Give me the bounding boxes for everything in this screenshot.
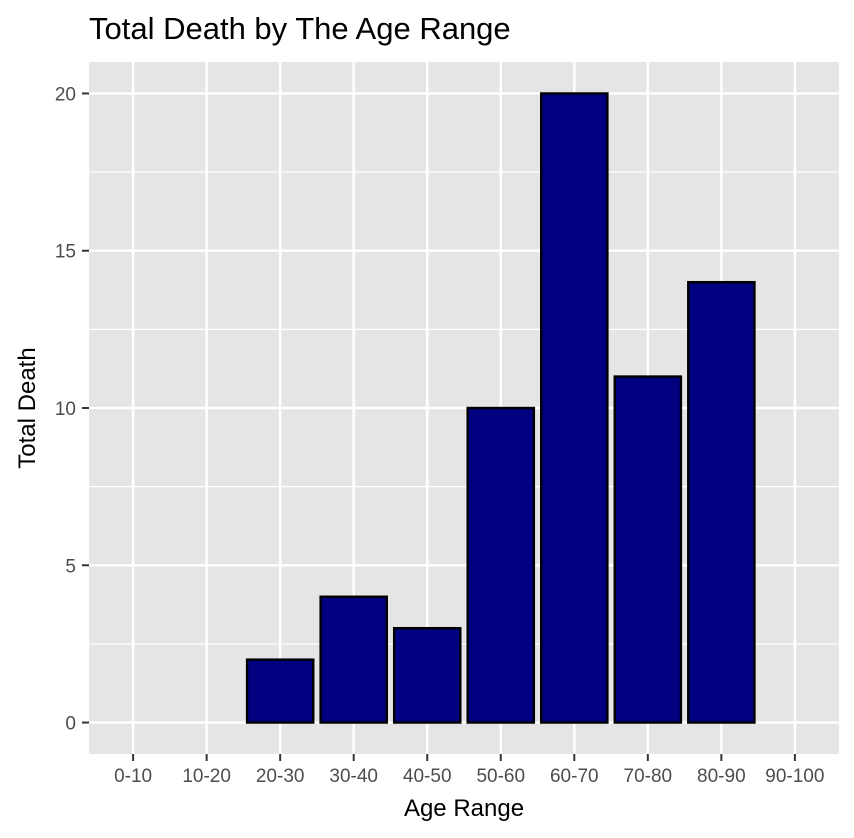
bar	[319, 595, 388, 724]
y-tick-label: 20	[55, 84, 76, 105]
bar	[540, 92, 609, 724]
y-axis: 0 5 10 15 20	[55, 84, 89, 735]
x-tick-label: 90-100	[765, 766, 824, 787]
x-axis: 0-10 10-20 20-30 30-40 40-50 50-60 60-70 70-80 8…	[114, 754, 824, 787]
x-axis-title: Age Range	[404, 795, 524, 822]
x-tick-label: 70-80	[624, 766, 673, 787]
x-tick-label: 30-40	[329, 766, 378, 787]
x-tick-label: 0-10	[114, 766, 152, 787]
x-tick-label: 50-60	[476, 766, 525, 787]
y-tick-label: 5	[65, 556, 76, 577]
bar	[687, 280, 756, 724]
x-tick-label: 10-20	[182, 766, 231, 787]
x-tick-label: 40-50	[403, 766, 452, 787]
y-tick-label: 15	[55, 242, 76, 263]
y-tick-label: 10	[55, 399, 76, 420]
x-tick-label: 20-30	[256, 766, 305, 787]
x-tick-label: 80-90	[697, 766, 746, 787]
bar	[613, 375, 683, 724]
bars	[245, 92, 756, 724]
x-tick-label: 60-70	[550, 766, 599, 787]
chart-title: Total Death by The Age Range	[89, 11, 511, 46]
bar	[466, 406, 536, 724]
bar	[245, 658, 315, 724]
y-tick-label: 0	[65, 714, 76, 735]
y-axis-title: Total Death	[14, 347, 41, 468]
bar	[392, 626, 462, 724]
